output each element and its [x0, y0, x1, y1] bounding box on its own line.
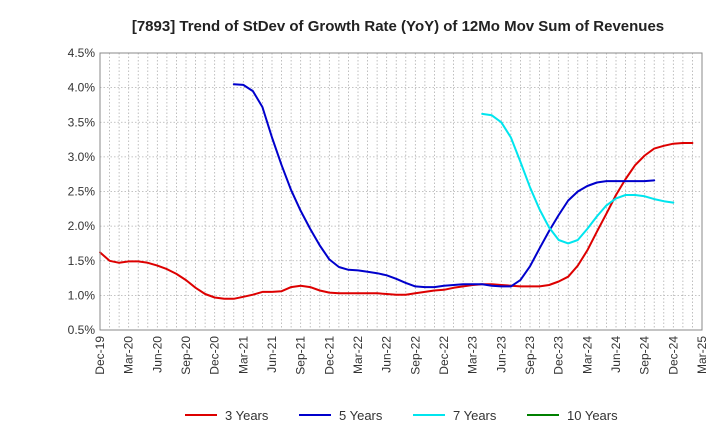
x-tick-label: Sep-23 [523, 336, 537, 375]
x-tick-label: Sep-21 [294, 336, 308, 375]
series-line-5-years [232, 83, 656, 289]
x-tick-label: Mar-22 [351, 336, 365, 374]
legend-label: 10 Years [567, 408, 618, 423]
x-tick-label: Dec-22 [437, 336, 451, 375]
x-tick-label: Mar-25 [695, 336, 709, 374]
x-tick-label: Dec-19 [93, 336, 107, 375]
grid-layer [99, 52, 703, 331]
series-line-7-years [481, 112, 675, 245]
x-tick-label: Dec-20 [208, 336, 222, 375]
y-tick-label: 4.5% [68, 46, 96, 60]
y-tick-label: 0.5% [68, 323, 96, 337]
series-line-3-years [99, 142, 694, 300]
y-tick-label: 2.5% [68, 185, 96, 199]
x-tick-label: Jun-20 [150, 336, 164, 373]
chart-title: [7893] Trend of StDev of Growth Rate (Yo… [132, 18, 664, 35]
y-tick-label: 2.0% [68, 219, 96, 233]
legend: 3 Years 5 Years 7 Years 10 Years [185, 408, 618, 423]
x-tick-label: Dec-23 [552, 336, 566, 375]
legend-label: 3 Years [225, 408, 269, 423]
legend-label: 7 Years [453, 408, 497, 423]
series-layer [99, 83, 694, 300]
plot-frame [99, 52, 703, 331]
x-tick-label: Mar-24 [580, 336, 594, 374]
x-tick-label: Sep-20 [179, 336, 193, 375]
x-tick-label: Jun-23 [494, 336, 508, 373]
x-tick-label: Dec-24 [666, 336, 680, 375]
x-tick-label: Sep-24 [638, 336, 652, 375]
x-tick-label: Mar-23 [466, 336, 480, 374]
axis-layer: 0.5% 1.0% 1.5% 2.0% 2.5% 3.0% 3.5% 4.0% 4.5% Dec-… [68, 46, 709, 375]
x-tick-label: Dec-21 [322, 336, 336, 375]
x-tick-label: Jun-21 [265, 336, 279, 373]
y-tick-label: 3.5% [68, 115, 96, 129]
y-tick-label: 1.0% [68, 288, 96, 302]
x-tick-label: Mar-21 [236, 336, 250, 374]
y-tick-label: 3.0% [68, 150, 96, 164]
y-tick-label: 1.5% [68, 254, 96, 268]
legend-label: 5 Years [339, 408, 383, 423]
x-tick-label: Sep-22 [408, 336, 422, 375]
x-tick-label: Jun-24 [609, 336, 623, 373]
y-tick-label: 4.0% [68, 81, 96, 95]
x-tick-label: Mar-20 [122, 336, 136, 374]
x-tick-label: Jun-22 [380, 336, 394, 373]
